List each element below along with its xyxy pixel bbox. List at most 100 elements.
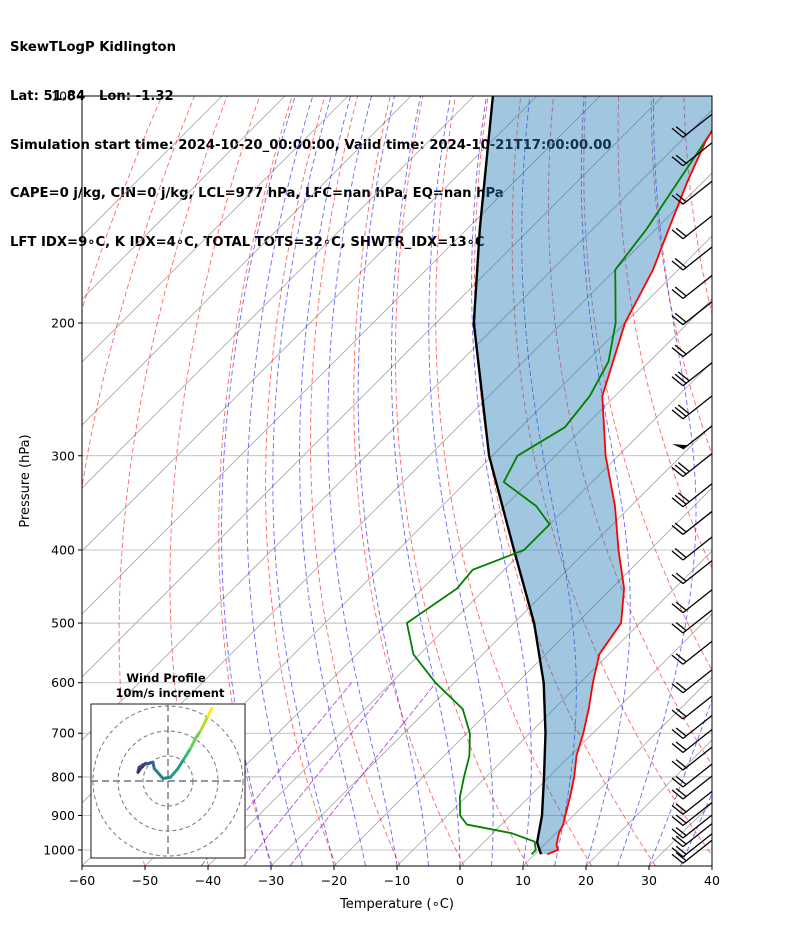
isotherm-line — [459, 613, 712, 866]
moist-adiabat-line — [221, 96, 296, 866]
title-line-times: Simulation start time: 2024-10-20_00:00:… — [10, 137, 612, 153]
x-tick-label: −20 — [321, 873, 347, 888]
wind-barb-feather — [674, 312, 687, 323]
dry-adiabat-line — [474, 96, 657, 866]
wind-barb-feather — [671, 847, 684, 858]
wind-barb — [671, 823, 713, 848]
wind-barb-staff — [682, 142, 713, 167]
hodograph-plot — [91, 704, 245, 858]
wind-barb-feather — [671, 156, 684, 167]
wind-barb-feather — [671, 777, 684, 788]
wind-barb-feather — [671, 683, 684, 694]
moist-adiabat-line — [471, 96, 532, 866]
wind-barb — [671, 609, 713, 634]
wind-barb-feather — [675, 154, 687, 164]
x-tick-label: 40 — [704, 873, 720, 888]
wind-barb — [671, 452, 713, 478]
wind-barb-feather — [675, 741, 687, 751]
wind-barb-feather — [675, 572, 687, 582]
isotherm-line — [144, 298, 712, 866]
isotherm-line — [711, 865, 712, 866]
wind-barb-feather — [674, 464, 687, 475]
y-tick-label: 1000 — [43, 843, 75, 858]
moist-adiabat-line — [711, 864, 712, 866]
wind-barb-staff — [682, 746, 713, 771]
wind-barb-staff — [682, 395, 713, 420]
dewpoint-line — [405, 129, 712, 855]
wind-barb — [671, 362, 713, 387]
wind-barb-staff — [682, 833, 713, 858]
cin-shaded-area — [473, 96, 712, 855]
wind-barb — [671, 589, 713, 614]
wind-barb-feather — [671, 409, 684, 420]
mixing-ratio-line — [289, 682, 437, 866]
isotherm-line — [82, 96, 475, 489]
wind-barb-feather — [674, 494, 687, 505]
y-tick-label: 200 — [51, 315, 75, 330]
wind-barb-staff — [682, 483, 713, 508]
isotherm-line — [522, 676, 712, 866]
wind-barb-staff — [682, 452, 713, 478]
hodograph-trace-segment — [189, 737, 197, 750]
x-tick-label: 30 — [641, 873, 657, 888]
hodograph-trace-segment — [141, 760, 155, 767]
wind-barb-feather — [671, 729, 684, 740]
dry-adiabat-line — [310, 96, 401, 866]
wind-barb-staff — [682, 640, 713, 665]
isotherm-line — [333, 487, 712, 866]
hodograph-trace-segment — [194, 729, 202, 740]
wind-barb-staff — [682, 536, 713, 561]
x-axis-label: Temperature (∘C) — [339, 897, 454, 912]
temperature-line — [546, 128, 712, 856]
dry-adiabat-line — [548, 96, 712, 766]
wind-barb-feather — [675, 126, 687, 136]
wind-barb — [671, 839, 713, 864]
title-line-location: Lat: 51.84 Lon: -1.32 — [10, 89, 174, 105]
moist-adiabat-line — [580, 96, 631, 866]
wind-barb-feather — [671, 194, 684, 205]
wind-barb-feather — [671, 709, 684, 720]
hodograph-trace-segment — [206, 707, 214, 718]
wind-barb-feather — [675, 193, 687, 203]
moist-adiabat-line — [357, 96, 429, 866]
isotherm-line — [82, 96, 664, 678]
wind-barb-feather — [671, 127, 684, 138]
wind-barb-feather — [671, 347, 684, 358]
hodograph-trace-segment — [152, 767, 165, 780]
wind-barb-feather — [671, 654, 684, 665]
wind-barb-feather — [671, 789, 684, 800]
wind-barb — [671, 763, 713, 788]
dry-adiabat-line — [749, 96, 794, 866]
wind-barb-feather — [677, 462, 690, 473]
wind-barb — [672, 425, 713, 450]
wind-barb-feather — [674, 257, 687, 269]
wind-barb-staff — [682, 814, 713, 839]
dry-adiabat-line — [782, 96, 794, 866]
x-tick-label: −30 — [258, 873, 284, 888]
wind-barb-feather — [674, 286, 687, 297]
wind-barb-feather — [671, 837, 684, 848]
wind-barb — [671, 833, 713, 858]
isotherm-line — [82, 96, 601, 615]
wind-barb — [671, 640, 713, 665]
wind-barb-feather — [675, 827, 687, 837]
moist-adiabat-line — [327, 96, 398, 866]
wind-barb-feather — [671, 853, 684, 864]
x-tick-label: −10 — [384, 873, 410, 888]
wind-barb-feather — [674, 344, 687, 355]
wind-barb-staff — [682, 362, 713, 387]
wind-barb-staff — [682, 113, 713, 138]
wind-barb-feather — [677, 492, 690, 503]
wind-barb-staff — [682, 560, 713, 585]
wind-barb-feather — [675, 803, 687, 813]
wind-barb-feather — [671, 574, 684, 585]
wind-barb-feather — [671, 229, 684, 240]
title-line-station: SkewTLogP Kidlington — [10, 40, 176, 56]
wind-barb — [671, 536, 713, 561]
wind-barb-feather — [675, 814, 687, 824]
hodograph-trace-segment — [199, 719, 207, 733]
mixing-ratio-line — [200, 682, 352, 866]
wind-barb-feather — [671, 260, 684, 271]
dry-adiabat-line — [353, 96, 465, 866]
